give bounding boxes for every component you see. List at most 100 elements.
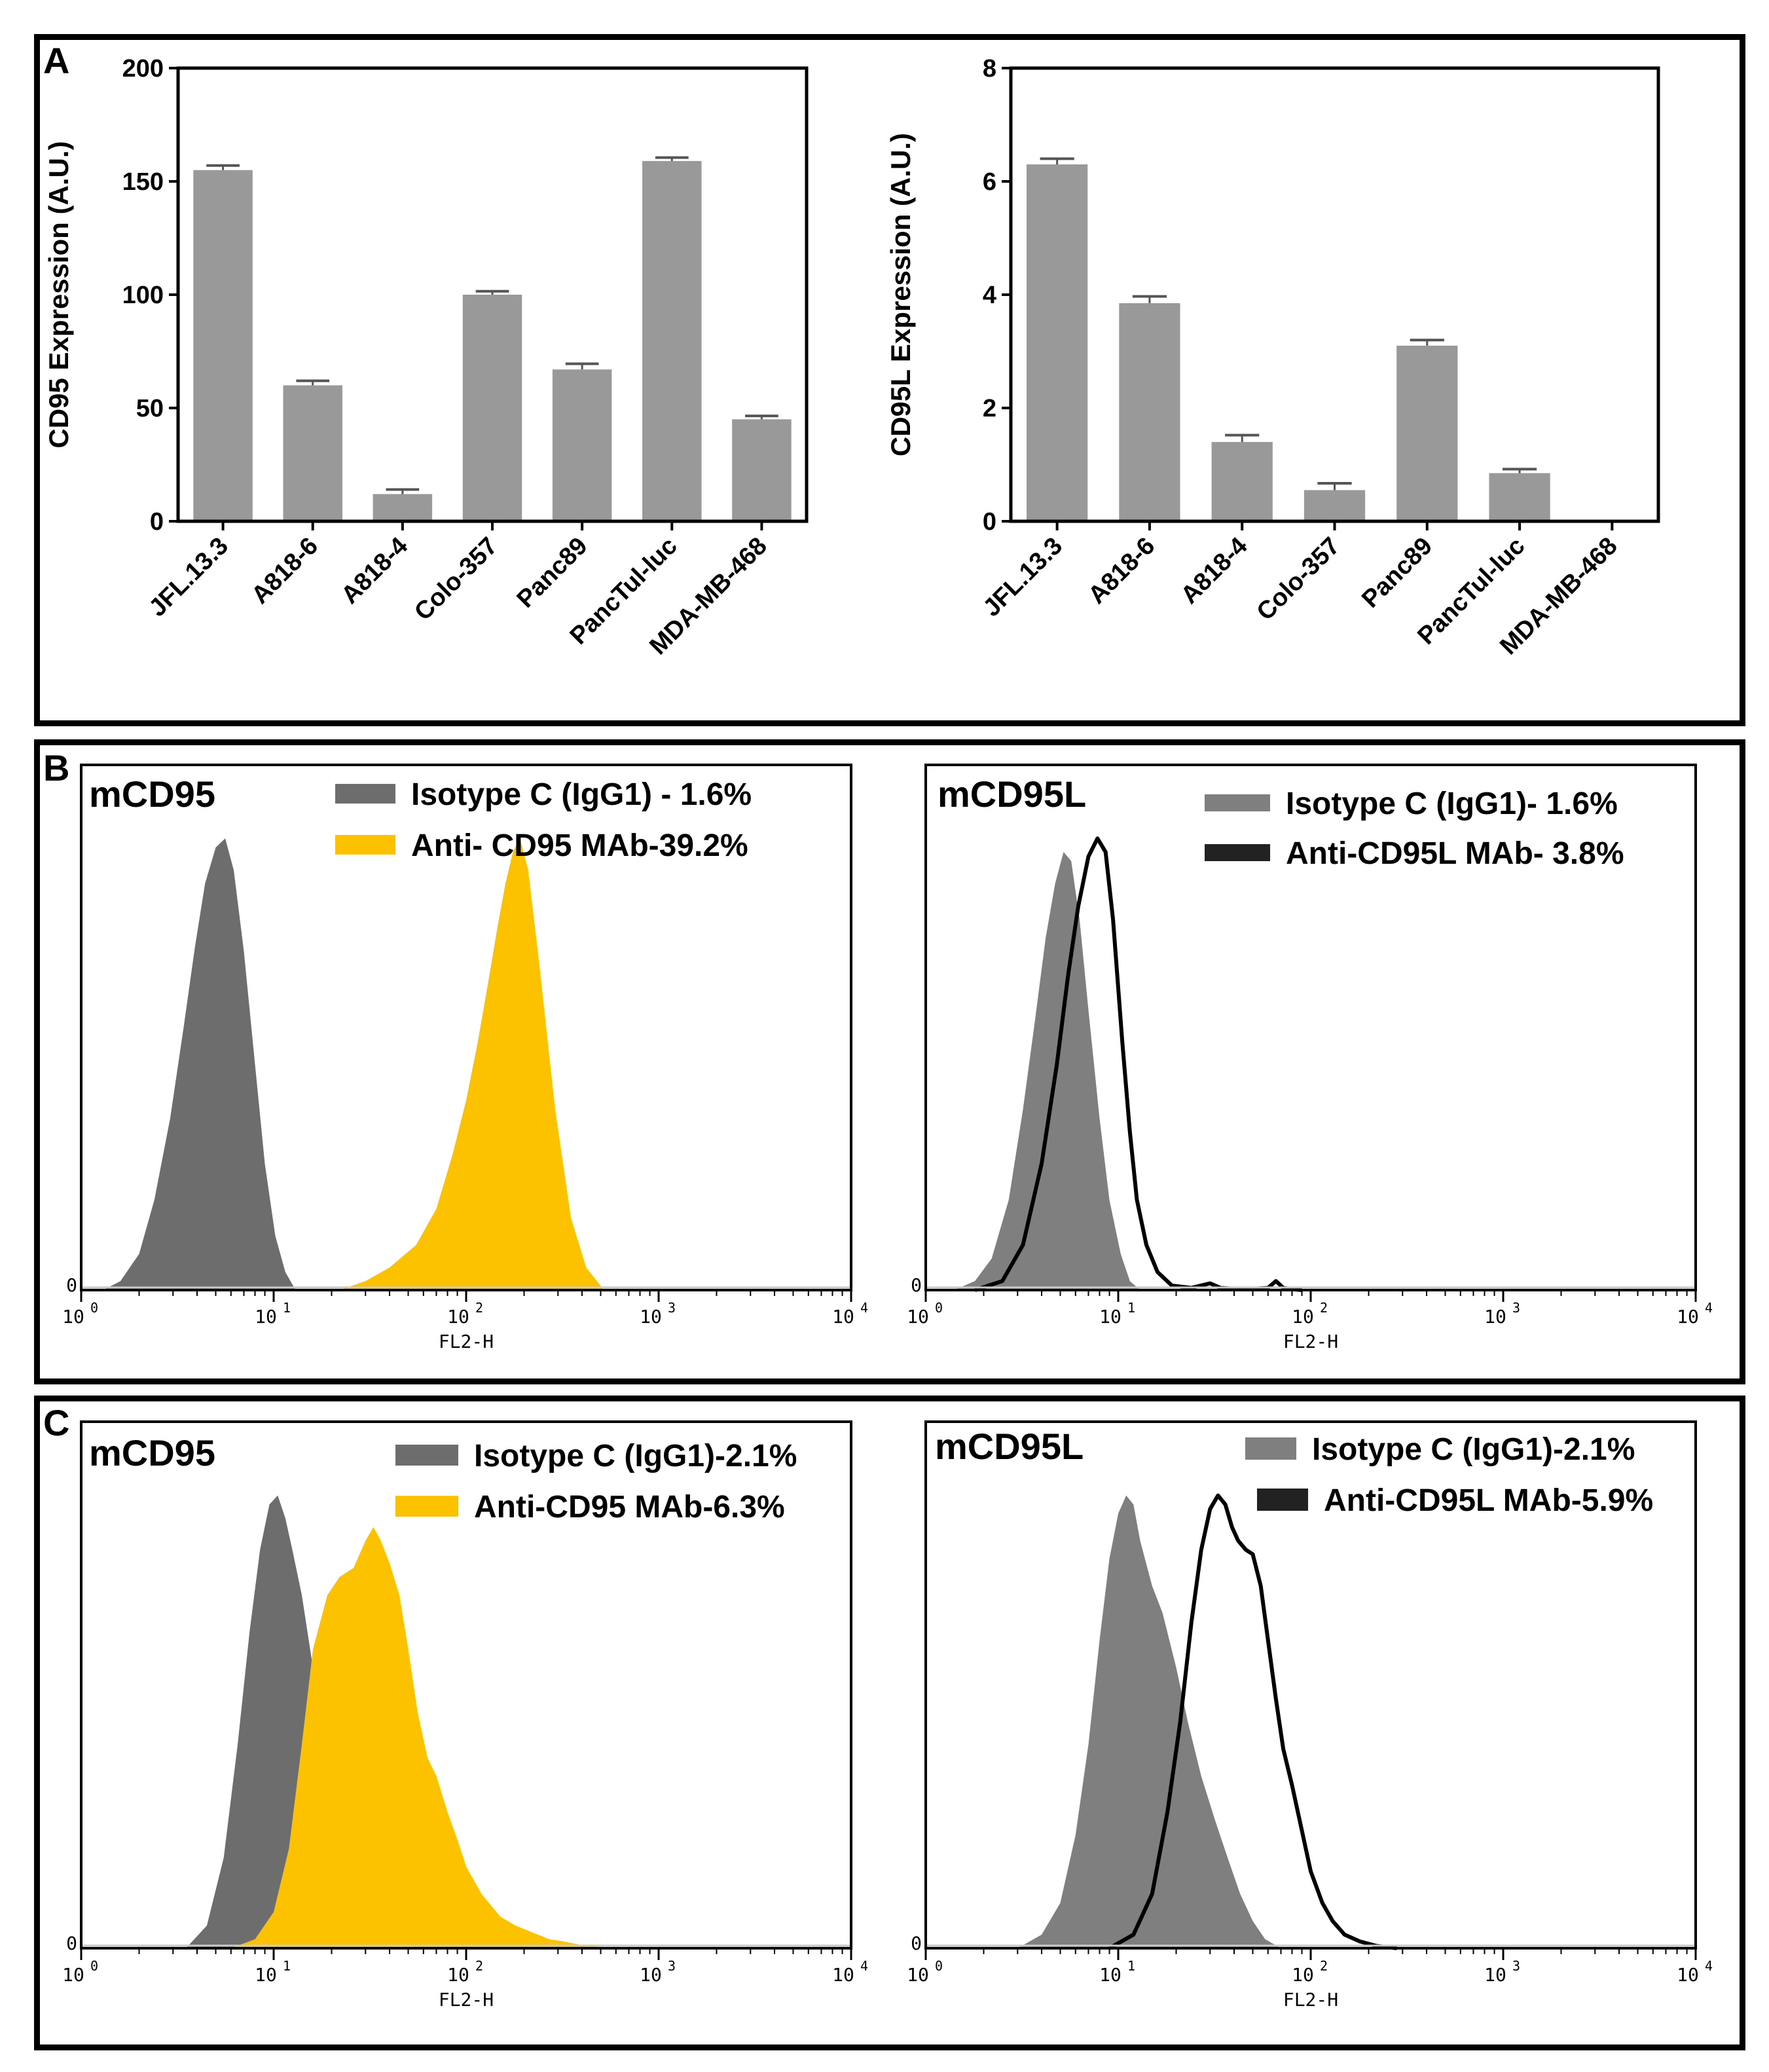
y-tick-label: 0 <box>66 1274 77 1296</box>
legend-label-1: Anti- CD95 MAb-39.2% <box>411 828 748 863</box>
x-tick-label: 10 <box>640 1306 662 1327</box>
x-tick-label: 10 <box>1677 1964 1699 1986</box>
y-tick-label: 2 <box>983 395 996 422</box>
panel-b-letter: B <box>43 747 70 788</box>
y-axis-label: CD95L Expression (A.U.) <box>885 133 916 456</box>
x-tick-exponent: 3 <box>668 1300 676 1316</box>
bar-a818-4 <box>373 494 433 521</box>
x-tick-label: 10 <box>907 1964 929 1986</box>
legend-label-1: Anti-CD95L MAb- 3.8% <box>1286 836 1624 871</box>
bar-jfl.13.3 <box>1027 164 1088 522</box>
bar-panctul-luc <box>1489 473 1550 521</box>
y-tick-label: 0 <box>911 1274 922 1296</box>
x-tick-exponent: 4 <box>860 1958 868 1974</box>
legend-swatch-1 <box>335 835 395 855</box>
x-tick-exponent: 0 <box>90 1300 98 1316</box>
x-tick-exponent: 4 <box>1705 1300 1713 1316</box>
x-tick-label: 10 <box>1484 1306 1506 1327</box>
x-tick-label: 10 <box>832 1306 854 1327</box>
x-tick-exponent: 4 <box>860 1300 868 1316</box>
x-tick-label: 10 <box>1484 1964 1506 1986</box>
bar-a818-6 <box>1119 303 1180 521</box>
x-tick-exponent: 1 <box>1127 1300 1135 1316</box>
x-tick-label: 10 <box>1677 1306 1699 1327</box>
x-tick-label: 10 <box>62 1964 84 1986</box>
x-tick-label: 10 <box>1292 1964 1314 1986</box>
x-tick-exponent: 4 <box>1705 1958 1713 1974</box>
histogram-series-0 <box>954 852 1140 1290</box>
panel-b <box>34 739 1745 1384</box>
histogram-series-1 <box>1108 1493 1397 1950</box>
x-tick-exponent: 1 <box>1127 1958 1135 1974</box>
legend-label-0: Isotype C (IgG1)-2.1% <box>1312 1432 1635 1467</box>
bar-a818-4 <box>1211 441 1273 521</box>
legend-swatch-1 <box>1205 844 1270 861</box>
y-tick-label: 0 <box>66 1933 77 1954</box>
legend-swatch-1 <box>1257 1489 1308 1511</box>
histogram-series-0 <box>103 838 296 1290</box>
bar-mda-mb-468 <box>732 419 792 521</box>
plot-frame <box>176 66 809 523</box>
x-tick-label: 10 <box>447 1306 469 1327</box>
histogram-series-1 <box>339 838 604 1290</box>
panel-c-letter: C <box>43 1402 70 1443</box>
bar-a818-6 <box>283 385 342 521</box>
x-tick-label: 10 <box>62 1306 84 1327</box>
x-tick-label: 10 <box>907 1306 929 1327</box>
x-axis-label: FL2-H <box>1283 1989 1338 2010</box>
x-tick-exponent: 2 <box>1320 1300 1328 1316</box>
y-tick-label: 150 <box>122 168 164 196</box>
legend-label-0: Isotype C (IgG1)- 1.6% <box>1286 786 1618 821</box>
x-tick-label: 10 <box>832 1964 854 1986</box>
bar-jfl.13.3 <box>193 170 253 521</box>
histogram-series-0 <box>1017 1495 1281 1948</box>
plot-frame <box>1009 66 1660 523</box>
y-axis-label: CD95 Expression (A.U.) <box>43 141 74 448</box>
bar-colo-357 <box>1304 490 1366 521</box>
y-tick-label: 0 <box>150 508 164 536</box>
x-tick-exponent: 2 <box>475 1300 483 1316</box>
y-tick-label: 0 <box>911 1933 922 1954</box>
x-tick-exponent: 3 <box>668 1958 676 1974</box>
bar-panc89 <box>1396 345 1458 521</box>
x-tick-exponent: 3 <box>1512 1300 1520 1316</box>
x-tick-exponent: 0 <box>90 1958 98 1974</box>
legend-swatch-0 <box>395 1445 458 1466</box>
x-tick-label: 10 <box>255 1306 277 1327</box>
x-tick-exponent: 2 <box>475 1958 483 1974</box>
legend-label-0: Isotype C (IgG1) - 1.6% <box>411 777 752 812</box>
legend-swatch-0 <box>1245 1437 1296 1460</box>
x-tick-label: 10 <box>1292 1306 1314 1327</box>
y-tick-label: 6 <box>983 168 996 196</box>
flow-histogram-b-mcd95l: 0 10 0 10 1 10 2 10 3 10 4 FL2-H mCD95L Isotype C (Ig… <box>907 764 1713 1352</box>
x-tick-exponent: 1 <box>283 1300 291 1316</box>
x-tick-label: 10 <box>1099 1964 1122 1986</box>
x-tick-exponent: 0 <box>935 1958 943 1974</box>
legend-label-1: Anti-CD95L MAb-5.9% <box>1324 1483 1653 1518</box>
x-tick-exponent: 0 <box>935 1300 943 1316</box>
histogram-series-1 <box>230 1527 616 1948</box>
x-axis-label: FL2-H <box>439 1331 494 1352</box>
histogram-title: mCD95 <box>89 773 215 815</box>
x-tick-label: 10 <box>1099 1306 1122 1327</box>
y-tick-label: 50 <box>136 395 164 422</box>
legend-label-1: Anti-CD95 MAb-6.3% <box>474 1490 785 1525</box>
x-tick-label: 10 <box>640 1964 662 1986</box>
histogram-title: mCD95L <box>935 1426 1084 1467</box>
histogram-title: mCD95L <box>938 773 1086 815</box>
x-axis-label: FL2-H <box>439 1989 494 2010</box>
y-tick-label: 8 <box>983 55 996 83</box>
y-tick-label: 200 <box>122 55 164 83</box>
bar-panc89 <box>552 369 612 521</box>
bar-panctul-luc <box>642 160 702 522</box>
x-axis-label: FL2-H <box>1283 1331 1338 1352</box>
x-tick-exponent: 1 <box>283 1958 291 1974</box>
legend-swatch-0 <box>1205 794 1270 811</box>
y-tick-label: 0 <box>983 508 996 536</box>
x-tick-exponent: 2 <box>1320 1958 1328 1974</box>
x-tick-exponent: 3 <box>1512 1958 1520 1974</box>
panel-a-letter: A <box>43 40 70 81</box>
